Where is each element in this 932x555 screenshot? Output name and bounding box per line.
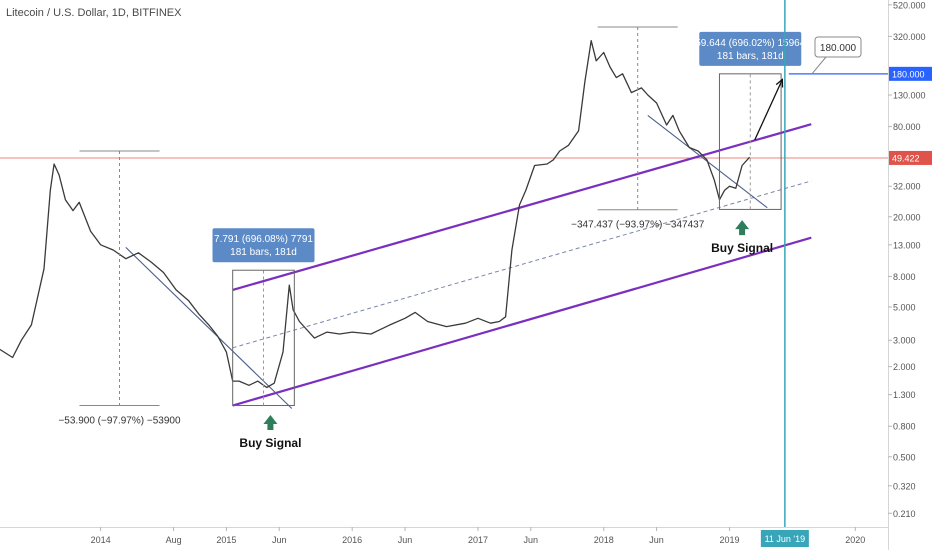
channel-median-line (232, 180, 812, 349)
y-tick-label: 5.000 (893, 302, 916, 312)
x-tick-label: 2017 (468, 535, 488, 545)
target-callout-label: 180.000 (820, 43, 857, 54)
y-tick-label: 0.500 (893, 452, 916, 462)
range-label-box (212, 228, 315, 263)
y-tick-label: 2.000 (893, 362, 916, 372)
range-box (232, 269, 295, 407)
crosshair-date-tag (760, 530, 809, 547)
x-tick-label: Jun (649, 535, 664, 545)
buy-signal-label: Buy Signal (239, 436, 301, 450)
x-tick-label: 2018 (594, 535, 614, 545)
chart-title: Litecoin / U.S. Dollar, 1D, BITFINEX (6, 7, 182, 19)
x-tick-label: Aug (166, 535, 182, 545)
y-tick-label: 0.800 (893, 422, 916, 432)
drawdown-label: −53.900 (−97.97%) −53900 (58, 416, 180, 427)
y-tick-label: 8.000 (893, 272, 916, 282)
x-tick-label: Jun (398, 535, 413, 545)
x-tick-label: 2016 (342, 535, 362, 545)
x-tick-label: Jun (524, 535, 539, 545)
projection-arrowhead-icon (775, 78, 784, 88)
x-tick-label: 2020 (845, 535, 865, 545)
target-callout-box (814, 36, 862, 58)
target-price-tag (889, 66, 932, 81)
y-tick-label: 20.000 (893, 212, 921, 222)
price-axis-background (888, 0, 932, 550)
range-label-bars: 181 bars, 181d (717, 51, 784, 62)
range-label-bars: 181 bars, 181d (230, 247, 297, 258)
buy-signal-arrow-icon (263, 415, 278, 431)
y-tick-label: 130.000 (893, 91, 926, 101)
price-series-line (0, 39, 751, 389)
channel-line (232, 236, 812, 407)
buy-signal-arrow-icon (735, 220, 750, 236)
crosshair-date-label: 11 Jun '19 (765, 534, 806, 544)
range-label-value: 7.791 (696.08%) 7791 (214, 234, 313, 245)
y-tick-label: 1.300 (893, 390, 916, 400)
plot-background (0, 0, 888, 527)
current-price-tag-label: 49.422 (892, 153, 920, 163)
y-tick-label: 0.320 (893, 481, 916, 491)
buy-signal-label: Buy Signal (711, 241, 773, 255)
range-label-value: 159.644 (696.02%) 159644 (690, 38, 812, 49)
x-tick-label: Jun (272, 535, 287, 545)
trend-line (125, 246, 293, 409)
y-tick-label: 0.210 (893, 509, 916, 519)
projection-arrow-line (754, 79, 783, 141)
y-tick-label: 80.000 (893, 122, 921, 132)
y-tick-label: 3.000 (893, 336, 916, 346)
target-callout-pointer (811, 56, 827, 75)
y-tick-label: 320.000 (893, 32, 926, 42)
channel-line (232, 123, 812, 291)
x-tick-label: 2019 (720, 535, 740, 545)
range-label-box (699, 31, 802, 66)
drawdown-label: −347.437 (−93.97%) −347437 (571, 220, 705, 231)
y-tick-label: 13.000 (893, 240, 921, 250)
current-price-tag (889, 150, 932, 165)
y-tick-label: 520.000 (893, 0, 926, 10)
x-tick-label: 2015 (216, 535, 236, 545)
y-tick-label: 32.000 (893, 182, 921, 192)
target-price-tag-label: 180.000 (892, 69, 925, 79)
x-tick-label: 2014 (91, 535, 111, 545)
